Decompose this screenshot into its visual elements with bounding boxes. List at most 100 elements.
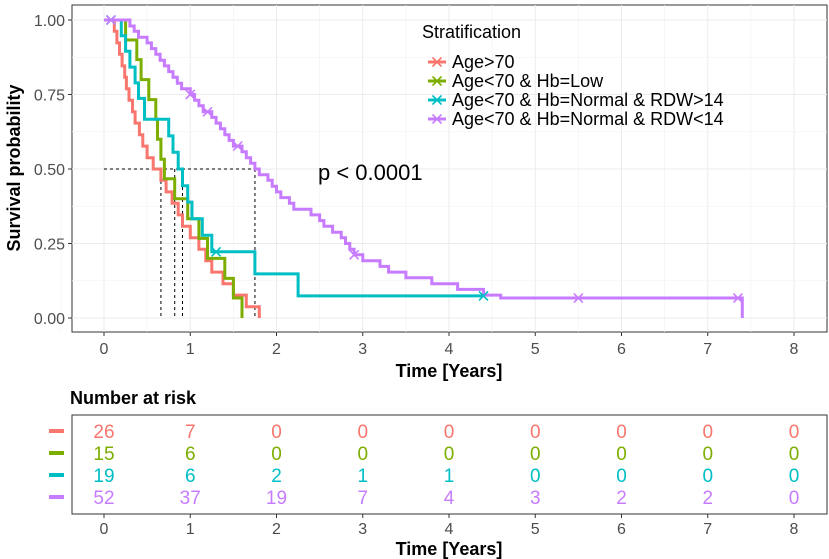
risk-table: Number at risk 26 7 0 0 0 0 0 0 015 6 0 0 0 0 0 0 019 6 2 1… [49,388,828,559]
x-tick-label: 2 [272,341,281,358]
risk-x-tick-label: 1 [186,521,195,538]
risk-cell: 0 [530,444,541,465]
risk-cell: 0 [702,444,713,465]
censor-mark-series-4 [732,292,744,304]
km-x-label: Time [Years] [396,361,503,381]
risk-cell: 7 [185,422,196,443]
censor-mark-series-4 [232,140,243,152]
risk-cell: 15 [93,444,114,465]
risk-cell: 0 [789,488,800,509]
risk-table-panel [71,414,828,515]
x-tick-label: 3 [358,341,367,358]
censor-mark-series-4-stroke-b [232,140,243,152]
censor-mark-series-4-stroke-b [732,292,744,304]
y-tick-label: 1.00 [34,13,65,30]
risk-cell: 0 [444,444,455,465]
censor-mark-series-4-stroke-b [573,292,584,304]
risk-cell: 0 [616,444,627,465]
legend-item-2: Age<70 & Hb=Low [428,71,604,91]
risk-x-tick-label: 2 [272,521,281,538]
legend-item-1: Age>70 [428,52,515,72]
risk-cell: 6 [185,466,196,487]
legend-title: Stratification [422,22,521,42]
risk-cell: 37 [180,488,201,509]
censor-mark-series-4 [349,249,360,260]
censor-mark-series-4 [105,14,116,26]
legend-key-cross-stroke-b [431,94,443,106]
risk-x-label: Time [Years] [396,539,503,559]
risk-cell: 0 [444,422,455,443]
risk-cell: 0 [530,466,541,487]
risk-x-tick-label: 4 [445,521,454,538]
risk-cell: 0 [271,422,282,443]
x-tick-label: 8 [790,341,799,358]
risk-cell: 0 [530,422,541,443]
risk-cell: 0 [789,444,800,465]
risk-cell: 0 [271,444,282,465]
p-value-annotation: p < 0.0001 [318,160,423,185]
censor-mark-series-3-stroke-b [478,290,489,302]
risk-cell: 6 [185,444,196,465]
legend-key-cross-stroke-b [431,113,443,125]
censor-mark-series-4 [185,89,196,100]
risk-table-cells: 26 7 0 0 0 0 0 0 015 6 0 0 0 0 0 0 019 6 2 1 1 0 0 0 052 37 19 7 4 3 2… [93,422,799,509]
risk-cell: 0 [702,466,713,487]
censor-mark-series-3 [478,290,489,302]
risk-cell: 2 [616,488,627,509]
censor-mark-series-3 [211,246,222,257]
censor-mark-series-3-stroke-b [211,246,222,257]
x-tick-label: 7 [703,341,712,358]
y-tick-label: 0.25 [34,237,65,254]
x-tick-label: 4 [445,341,454,358]
risk-cell: 4 [444,488,455,509]
risk-cell: 2 [702,488,713,509]
risk-cell: 0 [357,422,368,443]
risk-cell: 3 [530,488,541,509]
risk-cell: 19 [266,488,287,509]
legend-key-cross [431,75,443,87]
risk-cell: 0 [789,422,800,443]
censor-mark-series-4 [202,106,213,117]
y-tick-label: 0.75 [34,88,65,105]
risk-x-axis: 0 1 2 3 4 5 6 7 8 [100,514,799,538]
legend-key-cross [431,94,443,106]
censor-mark-series-4 [573,292,584,304]
risk-table-title: Number at risk [70,388,197,408]
risk-table-keys [49,429,64,499]
risk-cell: 0 [616,422,627,443]
risk-x-tick-label: 8 [790,521,799,538]
risk-cell: 1 [444,466,455,487]
risk-x-tick-label: 7 [703,521,712,538]
legend-label: Age<70 & Hb=Normal & RDW<14 [452,109,724,129]
x-tick-label: 0 [100,341,109,358]
risk-cell: 7 [357,488,368,509]
x-tick-label: 6 [617,341,626,358]
legend-item-3: Age<70 & Hb=Normal & RDW>14 [428,90,724,110]
legend-key-cross-stroke-b [431,56,443,68]
x-tick-label: 1 [186,341,195,358]
km-censor-marks [105,14,744,304]
risk-x-tick-label: 3 [358,521,367,538]
km-plot: 0 1 2 3 4 5 6 7 8 0.00 0.25 0.50 0.75 1.00 Time [Yea… [4,4,828,381]
censor-mark-series-4-stroke-b [349,249,360,260]
y-tick-label: 0.00 [34,311,65,328]
km-y-axis: 0.00 0.25 0.50 0.75 1.00 [34,13,72,328]
km-curve-series-4 [104,18,744,318]
risk-cell: 0 [702,422,713,443]
legend-key-cross [431,56,443,68]
legend-key-cross [431,113,443,125]
censor-mark-series-4-stroke-b [105,14,116,26]
risk-x-tick-label: 5 [531,521,540,538]
risk-cell: 0 [616,466,627,487]
legend-label: Age<70 & Hb=Normal & RDW>14 [452,90,724,110]
km-y-label: Survival probability [4,84,24,251]
km-curves [104,18,744,318]
km-x-axis: 0 1 2 3 4 5 6 7 8 [100,332,799,358]
risk-cell: 0 [789,466,800,487]
km-curve-series-2 [104,18,244,318]
km-curve-series-1 [104,18,261,318]
censor-mark-series-4-stroke-b [185,89,196,100]
legend-label: Age>70 [452,52,515,72]
